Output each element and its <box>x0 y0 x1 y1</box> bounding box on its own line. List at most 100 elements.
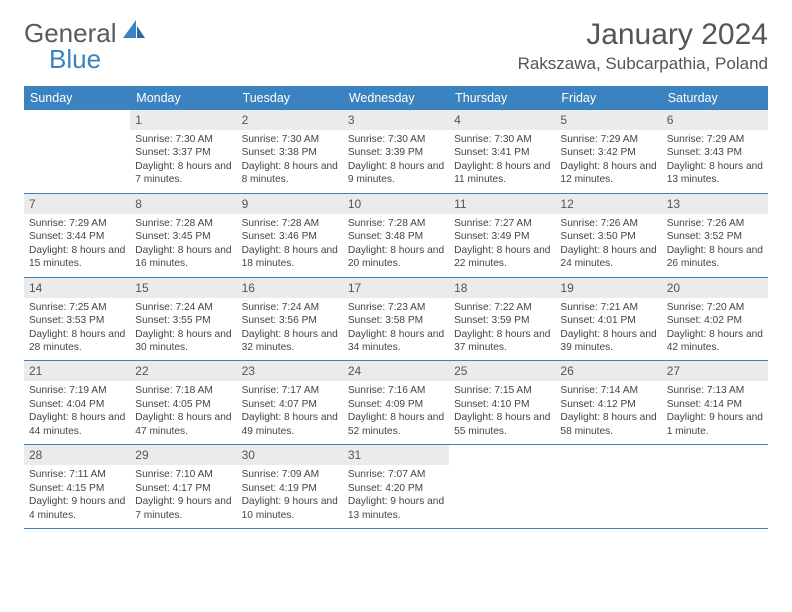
sunset-line: Sunset: 4:10 PM <box>454 398 550 411</box>
weeks-container: 1Sunrise: 7:30 AMSunset: 3:37 PMDaylight… <box>24 110 768 529</box>
sunset-line: Sunset: 3:56 PM <box>242 314 338 327</box>
daylight-line: Daylight: 8 hours and 32 minutes. <box>242 328 338 355</box>
day-cell: 5Sunrise: 7:29 AMSunset: 3:42 PMDaylight… <box>555 110 661 193</box>
daylight-line: Daylight: 8 hours and 13 minutes. <box>667 160 763 187</box>
weekday-col: Sunday <box>24 86 130 110</box>
day-body: Sunrise: 7:29 AMSunset: 3:42 PMDaylight:… <box>555 130 661 193</box>
day-body: Sunrise: 7:25 AMSunset: 3:53 PMDaylight:… <box>24 298 130 361</box>
day-number: 14 <box>24 278 130 298</box>
sunrise-line: Sunrise: 7:28 AM <box>348 217 444 230</box>
day-number: 21 <box>24 361 130 381</box>
day-cell: 2Sunrise: 7:30 AMSunset: 3:38 PMDaylight… <box>237 110 343 193</box>
daylight-line: Daylight: 9 hours and 1 minute. <box>667 411 763 438</box>
sunrise-line: Sunrise: 7:23 AM <box>348 301 444 314</box>
day-number: 18 <box>449 278 555 298</box>
sunrise-line: Sunrise: 7:28 AM <box>135 217 231 230</box>
sunrise-line: Sunrise: 7:15 AM <box>454 384 550 397</box>
day-body: Sunrise: 7:15 AMSunset: 4:10 PMDaylight:… <box>449 381 555 444</box>
daylight-line: Daylight: 8 hours and 55 minutes. <box>454 411 550 438</box>
daylight-line: Daylight: 8 hours and 12 minutes. <box>560 160 656 187</box>
day-cell: 29Sunrise: 7:10 AMSunset: 4:17 PMDayligh… <box>130 445 236 528</box>
day-number: 20 <box>662 278 768 298</box>
sunset-line: Sunset: 4:20 PM <box>348 482 444 495</box>
sunset-line: Sunset: 3:52 PM <box>667 230 763 243</box>
day-number: 7 <box>24 194 130 214</box>
day-number: 25 <box>449 361 555 381</box>
week-row: 21Sunrise: 7:19 AMSunset: 4:04 PMDayligh… <box>24 361 768 445</box>
daylight-line: Daylight: 8 hours and 52 minutes. <box>348 411 444 438</box>
sunrise-line: Sunrise: 7:09 AM <box>242 468 338 481</box>
day-number: 22 <box>130 361 236 381</box>
daylight-line: Daylight: 8 hours and 47 minutes. <box>135 411 231 438</box>
day-number: 10 <box>343 194 449 214</box>
day-cell: 20Sunrise: 7:20 AMSunset: 4:02 PMDayligh… <box>662 278 768 361</box>
day-cell: 22Sunrise: 7:18 AMSunset: 4:05 PMDayligh… <box>130 361 236 444</box>
sunrise-line: Sunrise: 7:30 AM <box>135 133 231 146</box>
daylight-line: Daylight: 8 hours and 58 minutes. <box>560 411 656 438</box>
day-cell: 7Sunrise: 7:29 AMSunset: 3:44 PMDaylight… <box>24 194 130 277</box>
day-body: Sunrise: 7:11 AMSunset: 4:15 PMDaylight:… <box>24 465 130 528</box>
day-number: 8 <box>130 194 236 214</box>
day-number: 6 <box>662 110 768 130</box>
daylight-line: Daylight: 9 hours and 7 minutes. <box>135 495 231 522</box>
day-body: Sunrise: 7:27 AMSunset: 3:49 PMDaylight:… <box>449 214 555 277</box>
sunrise-line: Sunrise: 7:07 AM <box>348 468 444 481</box>
day-cell: 3Sunrise: 7:30 AMSunset: 3:39 PMDaylight… <box>343 110 449 193</box>
weekday-col: Tuesday <box>237 86 343 110</box>
day-cell: 8Sunrise: 7:28 AMSunset: 3:45 PMDaylight… <box>130 194 236 277</box>
day-body: Sunrise: 7:23 AMSunset: 3:58 PMDaylight:… <box>343 298 449 361</box>
day-cell: 10Sunrise: 7:28 AMSunset: 3:48 PMDayligh… <box>343 194 449 277</box>
sunrise-line: Sunrise: 7:19 AM <box>29 384 125 397</box>
sunset-line: Sunset: 3:50 PM <box>560 230 656 243</box>
day-cell: 30Sunrise: 7:09 AMSunset: 4:19 PMDayligh… <box>237 445 343 528</box>
daylight-line: Daylight: 8 hours and 37 minutes. <box>454 328 550 355</box>
sunrise-line: Sunrise: 7:27 AM <box>454 217 550 230</box>
day-cell: 26Sunrise: 7:14 AMSunset: 4:12 PMDayligh… <box>555 361 661 444</box>
day-body: Sunrise: 7:29 AMSunset: 3:44 PMDaylight:… <box>24 214 130 277</box>
sunset-line: Sunset: 4:14 PM <box>667 398 763 411</box>
logo-text-b: Blue <box>49 44 101 75</box>
sunrise-line: Sunrise: 7:20 AM <box>667 301 763 314</box>
day-body: Sunrise: 7:26 AMSunset: 3:52 PMDaylight:… <box>662 214 768 277</box>
sunrise-line: Sunrise: 7:22 AM <box>454 301 550 314</box>
day-cell: 23Sunrise: 7:17 AMSunset: 4:07 PMDayligh… <box>237 361 343 444</box>
day-cell: 11Sunrise: 7:27 AMSunset: 3:49 PMDayligh… <box>449 194 555 277</box>
day-body: Sunrise: 7:10 AMSunset: 4:17 PMDaylight:… <box>130 465 236 528</box>
weekday-col: Thursday <box>449 86 555 110</box>
calendar: Sunday Monday Tuesday Wednesday Thursday… <box>24 86 768 529</box>
sunset-line: Sunset: 4:02 PM <box>667 314 763 327</box>
sunset-line: Sunset: 3:42 PM <box>560 146 656 159</box>
day-number <box>24 110 130 116</box>
day-body: Sunrise: 7:28 AMSunset: 3:45 PMDaylight:… <box>130 214 236 277</box>
daylight-line: Daylight: 8 hours and 44 minutes. <box>29 411 125 438</box>
sunset-line: Sunset: 4:17 PM <box>135 482 231 495</box>
sunset-line: Sunset: 4:04 PM <box>29 398 125 411</box>
sail-icon <box>123 16 145 47</box>
sunset-line: Sunset: 4:09 PM <box>348 398 444 411</box>
sunset-line: Sunset: 3:48 PM <box>348 230 444 243</box>
day-cell: 12Sunrise: 7:26 AMSunset: 3:50 PMDayligh… <box>555 194 661 277</box>
week-row: 7Sunrise: 7:29 AMSunset: 3:44 PMDaylight… <box>24 194 768 278</box>
day-body: Sunrise: 7:22 AMSunset: 3:59 PMDaylight:… <box>449 298 555 361</box>
sunset-line: Sunset: 3:58 PM <box>348 314 444 327</box>
sunrise-line: Sunrise: 7:29 AM <box>560 133 656 146</box>
sunset-line: Sunset: 3:59 PM <box>454 314 550 327</box>
sunset-line: Sunset: 4:05 PM <box>135 398 231 411</box>
day-cell: 27Sunrise: 7:13 AMSunset: 4:14 PMDayligh… <box>662 361 768 444</box>
day-number: 4 <box>449 110 555 130</box>
daylight-line: Daylight: 8 hours and 34 minutes. <box>348 328 444 355</box>
daylight-line: Daylight: 8 hours and 22 minutes. <box>454 244 550 271</box>
day-cell: 1Sunrise: 7:30 AMSunset: 3:37 PMDaylight… <box>130 110 236 193</box>
day-body: Sunrise: 7:26 AMSunset: 3:50 PMDaylight:… <box>555 214 661 277</box>
sunset-line: Sunset: 3:39 PM <box>348 146 444 159</box>
sunset-line: Sunset: 3:41 PM <box>454 146 550 159</box>
day-number: 11 <box>449 194 555 214</box>
day-number: 31 <box>343 445 449 465</box>
week-row: 1Sunrise: 7:30 AMSunset: 3:37 PMDaylight… <box>24 110 768 194</box>
sunrise-line: Sunrise: 7:13 AM <box>667 384 763 397</box>
daylight-line: Daylight: 8 hours and 11 minutes. <box>454 160 550 187</box>
day-body: Sunrise: 7:24 AMSunset: 3:55 PMDaylight:… <box>130 298 236 361</box>
day-number: 9 <box>237 194 343 214</box>
sunset-line: Sunset: 3:45 PM <box>135 230 231 243</box>
day-body: Sunrise: 7:20 AMSunset: 4:02 PMDaylight:… <box>662 298 768 361</box>
